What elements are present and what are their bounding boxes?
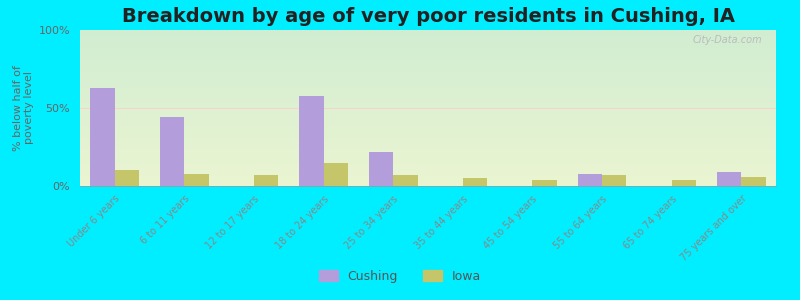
Bar bbox=[323, 163, 348, 186]
Bar bbox=[533, 180, 557, 186]
Title: Breakdown by age of very poor residents in Cushing, IA: Breakdown by age of very poor residents … bbox=[122, 7, 734, 26]
Bar bbox=[299, 95, 324, 186]
Y-axis label: % below half of
poverty level: % below half of poverty level bbox=[13, 65, 34, 151]
Bar bbox=[672, 180, 696, 186]
Bar bbox=[717, 172, 741, 186]
Bar bbox=[742, 177, 766, 186]
Bar bbox=[369, 152, 394, 186]
Bar bbox=[160, 117, 185, 186]
Bar bbox=[90, 88, 115, 186]
Bar bbox=[602, 175, 626, 186]
Bar bbox=[115, 170, 139, 186]
Bar bbox=[578, 173, 602, 186]
Bar bbox=[394, 175, 418, 186]
Legend: Cushing, Iowa: Cushing, Iowa bbox=[314, 265, 486, 288]
Bar bbox=[254, 175, 278, 186]
Bar bbox=[185, 173, 209, 186]
Text: City-Data.com: City-Data.com bbox=[693, 35, 762, 45]
Bar bbox=[463, 178, 487, 186]
